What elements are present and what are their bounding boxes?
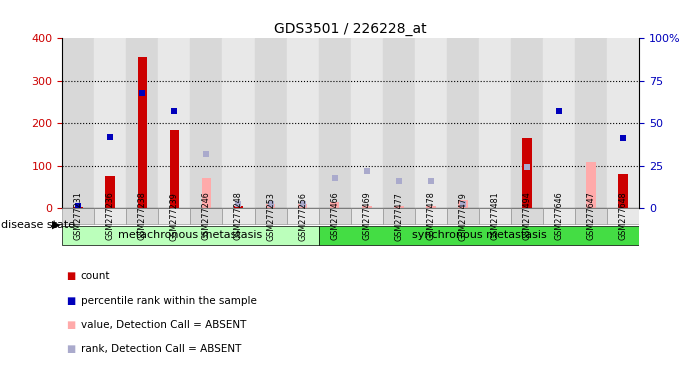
Text: GSM277479: GSM277479	[458, 192, 467, 240]
Bar	[191, 208, 223, 224]
Bar	[350, 38, 383, 208]
Text: GSM277238: GSM277238	[138, 192, 146, 240]
Bar	[319, 226, 639, 245]
Bar	[447, 38, 479, 208]
Text: synchronous metastasis: synchronous metastasis	[412, 230, 547, 240]
Bar	[94, 208, 126, 224]
Bar	[575, 208, 607, 224]
Bar	[618, 174, 628, 208]
Bar	[298, 206, 307, 208]
Bar	[287, 38, 319, 208]
Bar	[94, 38, 126, 208]
Text: value, Detection Call = ABSENT: value, Detection Call = ABSENT	[81, 320, 246, 330]
Bar	[426, 206, 435, 208]
Text: GSM277494: GSM277494	[522, 192, 531, 240]
Bar	[106, 176, 115, 208]
Text: ■: ■	[66, 344, 75, 354]
Text: GSM277231: GSM277231	[74, 192, 83, 240]
Bar	[62, 226, 319, 245]
Text: ■: ■	[66, 296, 75, 306]
Text: disease state: disease state	[1, 220, 75, 230]
Bar	[479, 38, 511, 208]
Text: GSM277236: GSM277236	[106, 192, 115, 240]
Bar	[287, 208, 319, 224]
Bar	[447, 208, 479, 224]
Bar	[350, 208, 383, 224]
Text: GSM277646: GSM277646	[555, 192, 564, 240]
Title: GDS3501 / 226228_at: GDS3501 / 226228_at	[274, 22, 427, 36]
Bar	[254, 38, 287, 208]
Bar	[330, 206, 339, 208]
Bar	[543, 38, 575, 208]
Text: GSM277248: GSM277248	[234, 192, 243, 240]
Text: GSM277477: GSM277477	[395, 192, 404, 240]
Bar	[202, 178, 211, 208]
Bar	[426, 206, 435, 208]
Text: GSM277648: GSM277648	[618, 192, 627, 240]
Text: GSM277253: GSM277253	[266, 192, 275, 240]
Bar	[415, 38, 447, 208]
Bar	[479, 208, 511, 224]
Bar	[254, 208, 287, 224]
Bar	[223, 208, 254, 224]
Text: GSM277466: GSM277466	[330, 192, 339, 240]
Text: ■: ■	[66, 320, 75, 330]
Text: GSM277481: GSM277481	[491, 192, 500, 240]
Text: GSM277478: GSM277478	[426, 192, 435, 240]
Bar	[415, 208, 447, 224]
Bar	[330, 202, 339, 208]
Bar	[138, 58, 147, 208]
Bar	[62, 38, 94, 208]
Bar	[575, 38, 607, 208]
Bar	[586, 162, 596, 208]
Bar	[607, 38, 639, 208]
Text: GSM277246: GSM277246	[202, 192, 211, 240]
Text: rank, Detection Call = ABSENT: rank, Detection Call = ABSENT	[81, 344, 241, 354]
Bar	[394, 206, 404, 208]
Bar	[73, 207, 83, 208]
Bar	[169, 129, 179, 208]
Bar	[543, 208, 575, 224]
Bar	[319, 208, 350, 224]
Bar	[158, 208, 191, 224]
Bar	[362, 206, 372, 208]
Bar	[394, 206, 404, 208]
Bar	[458, 200, 468, 208]
Text: ■: ■	[66, 271, 75, 281]
Bar	[191, 38, 223, 208]
Text: percentile rank within the sample: percentile rank within the sample	[81, 296, 257, 306]
Bar	[362, 206, 372, 208]
Bar	[126, 38, 158, 208]
Text: count: count	[81, 271, 111, 281]
Bar	[319, 38, 350, 208]
Text: ▶: ▶	[52, 220, 60, 230]
Bar	[511, 38, 543, 208]
Bar	[234, 206, 243, 208]
Text: GSM277469: GSM277469	[362, 192, 371, 240]
Bar	[522, 138, 532, 208]
Bar	[511, 208, 543, 224]
Text: metachronous metastasis: metachronous metastasis	[118, 230, 263, 240]
Text: GSM277239: GSM277239	[170, 192, 179, 240]
Text: GSM277256: GSM277256	[298, 192, 307, 240]
Bar	[62, 208, 94, 224]
Bar	[266, 204, 275, 208]
Bar	[126, 208, 158, 224]
Bar	[383, 38, 415, 208]
Bar	[158, 38, 191, 208]
Bar	[607, 208, 639, 224]
Bar	[223, 38, 254, 208]
Bar	[298, 204, 307, 208]
Bar	[383, 208, 415, 224]
Text: GSM277647: GSM277647	[587, 192, 596, 240]
